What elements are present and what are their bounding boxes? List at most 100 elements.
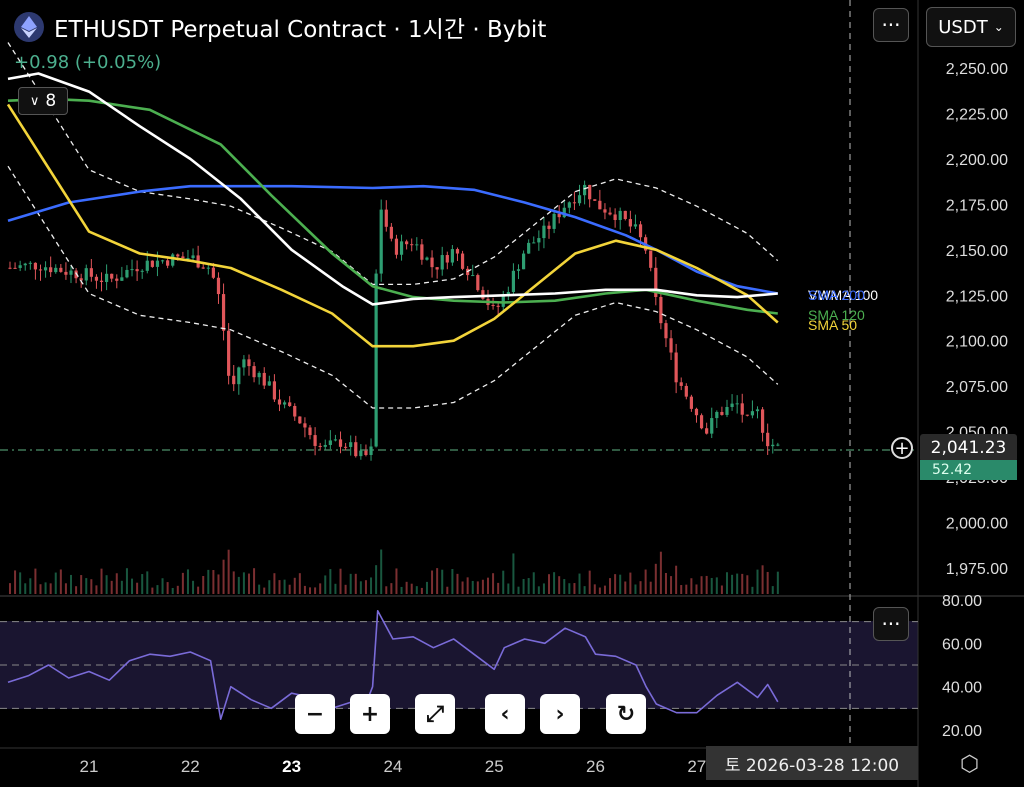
price-change: +0.98 (+0.05%): [14, 52, 162, 73]
scroll-left-button[interactable]: ‹: [485, 694, 525, 734]
candle-body: [471, 275, 475, 277]
volume-bar: [492, 573, 495, 594]
candle-body: [527, 242, 531, 254]
volume-bar: [141, 574, 144, 594]
candle-body: [150, 260, 154, 267]
add-alert-icon[interactable]: +: [891, 437, 913, 459]
candle-body: [694, 408, 699, 416]
candle-body: [267, 381, 271, 386]
candle-body: [272, 381, 277, 400]
candle-body: [160, 260, 165, 262]
candle-body: [354, 442, 358, 457]
volume-bar: [309, 587, 312, 594]
candle-body: [542, 225, 546, 239]
candle-body: [140, 270, 144, 272]
time-tick-label: 24: [383, 757, 402, 776]
volume-bar: [288, 584, 291, 594]
volume-bar: [568, 583, 571, 594]
legend-label: SMA 120: [808, 307, 865, 323]
candle-body: [450, 249, 454, 263]
volume-bar: [741, 573, 744, 594]
volume-bar: [344, 584, 347, 594]
candle-body: [277, 399, 282, 405]
volume-bar: [80, 575, 83, 594]
zoom-out-button[interactable]: −: [295, 694, 335, 734]
candle-body: [232, 375, 236, 385]
candle-body: [410, 244, 414, 246]
candle-body: [537, 238, 541, 243]
legend-label: SMA 50: [808, 317, 857, 333]
volume-bar: [105, 575, 108, 594]
price-tick-label: 2,250.00: [946, 61, 1008, 78]
price-tick-label: 2,175.00: [946, 197, 1008, 214]
candle-body: [181, 256, 185, 259]
volume-bar: [441, 569, 444, 594]
settings-icon[interactable]: ⬡: [960, 752, 980, 777]
candle-body: [689, 396, 693, 409]
candle-body: [557, 213, 561, 218]
volume-bar: [364, 580, 367, 594]
volume-bar: [263, 587, 266, 594]
chart-menu-button[interactable]: ···: [873, 8, 909, 42]
volume-bar: [639, 581, 642, 594]
fullscreen-button[interactable]: ⤢: [415, 694, 455, 734]
volume-bar: [95, 585, 98, 594]
volume-bar: [461, 581, 464, 594]
currency-select[interactable]: USDT ⌄: [926, 7, 1016, 47]
volume-bar: [558, 576, 561, 594]
candle-body: [191, 255, 195, 259]
volume-bar: [14, 570, 17, 594]
expand-icon: ⤢: [426, 701, 444, 727]
reset-view-button[interactable]: ↻: [606, 694, 646, 734]
candle-body: [771, 444, 775, 447]
volume-bar: [659, 551, 662, 594]
volume-bar: [614, 574, 617, 594]
candle-body: [120, 277, 124, 281]
volume-bar: [90, 579, 93, 594]
volume-bar: [553, 572, 556, 594]
rsi-tick-label: 60.00: [942, 636, 982, 653]
candle-body: [349, 442, 353, 447]
candle-body: [18, 265, 22, 268]
candle-body: [745, 414, 749, 416]
volume-bar: [766, 571, 769, 594]
rsi-menu-button[interactable]: ···: [873, 607, 909, 641]
volume-bar: [222, 559, 225, 594]
zoom-in-button[interactable]: +: [350, 694, 390, 734]
scroll-right-button[interactable]: ›: [540, 694, 580, 734]
volume-bar: [370, 577, 373, 594]
volume-bar: [75, 586, 78, 594]
price-tick-label: 2,200.00: [946, 152, 1008, 169]
candle-body: [242, 359, 246, 368]
volume-bar: [319, 583, 322, 594]
sma-50-line: [6, 103, 779, 348]
candle-body: [293, 405, 297, 417]
candle-body: [755, 409, 760, 412]
candle-body: [115, 278, 119, 281]
candle-body: [28, 262, 32, 264]
candle-body: [674, 352, 678, 383]
candle-body: [654, 267, 658, 297]
time-tick-label: 26: [586, 757, 605, 776]
indicator-collapse-button[interactable]: ∨ 8: [18, 87, 68, 115]
volume-bar: [624, 581, 627, 594]
sma-120-line: [7, 97, 778, 315]
candle-body: [211, 267, 215, 278]
candle-body: [710, 418, 714, 434]
volume-bar: [598, 587, 601, 594]
candle-body: [649, 250, 653, 268]
candle-body: [313, 435, 317, 446]
volume-bar: [517, 586, 520, 594]
volume-bar: [176, 585, 179, 594]
candle-body: [374, 273, 378, 447]
candle-body: [623, 210, 627, 220]
candle-body: [43, 267, 48, 271]
candle-body: [399, 241, 404, 255]
volume-bar: [771, 586, 774, 594]
volume-bar: [507, 583, 510, 594]
candle-body: [720, 411, 724, 415]
candle-body: [359, 450, 363, 457]
candle-body: [679, 382, 683, 386]
candle-body: [54, 267, 58, 273]
